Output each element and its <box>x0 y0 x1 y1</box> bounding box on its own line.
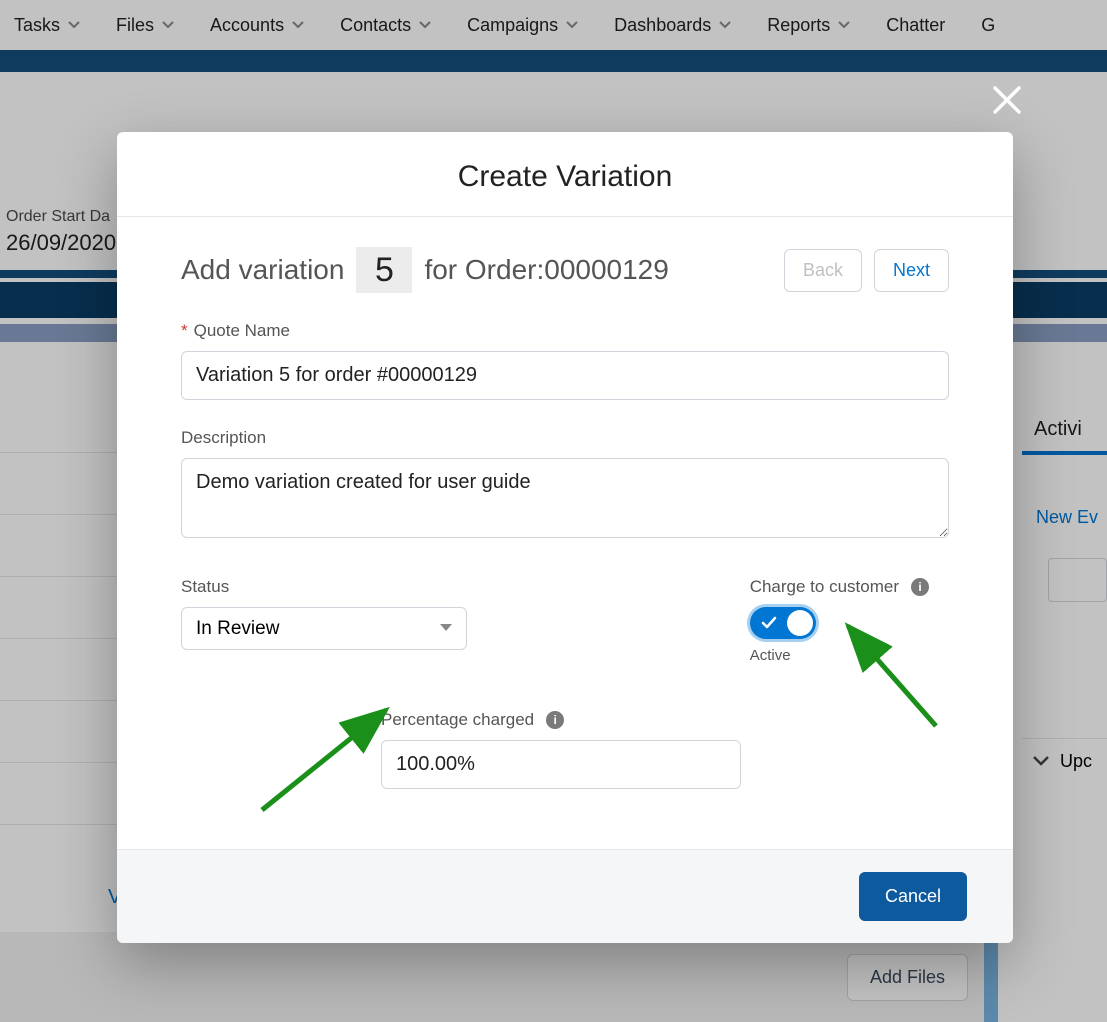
create-variation-modal: Create Variation Add variation 5 for Ord… <box>117 132 1013 943</box>
variation-number: 5 <box>356 247 412 293</box>
modal-headline: Add variation 5 for Order:00000129 <box>181 247 669 293</box>
next-button[interactable]: Next <box>874 249 949 292</box>
toggle-knob <box>787 610 813 636</box>
headline-suffix: for Order:00000129 <box>424 254 668 286</box>
charge-to-customer-toggle[interactable] <box>750 607 816 639</box>
charge-to-customer-label: Charge to customer i <box>750 577 929 597</box>
modal-footer: Cancel <box>117 849 1013 943</box>
info-icon[interactable]: i <box>546 711 564 729</box>
toggle-state-label: Active <box>750 647 929 664</box>
quote-name-input[interactable] <box>181 351 949 400</box>
description-label: Description <box>181 428 949 448</box>
info-icon[interactable]: i <box>911 578 929 596</box>
percentage-charged-label: Percentage charged i <box>381 710 949 730</box>
back-button: Back <box>784 249 862 292</box>
modal-title: Create Variation <box>117 132 1013 216</box>
percentage-charged-input[interactable] <box>381 740 741 789</box>
description-input[interactable] <box>181 458 949 538</box>
quote-name-label: *Quote Name <box>181 321 949 341</box>
headline-prefix: Add variation <box>181 254 344 286</box>
status-select[interactable]: In Review <box>181 607 467 650</box>
status-label: Status <box>181 577 467 597</box>
check-icon <box>760 614 778 637</box>
close-icon[interactable] <box>991 84 1023 121</box>
cancel-button[interactable]: Cancel <box>859 872 967 921</box>
